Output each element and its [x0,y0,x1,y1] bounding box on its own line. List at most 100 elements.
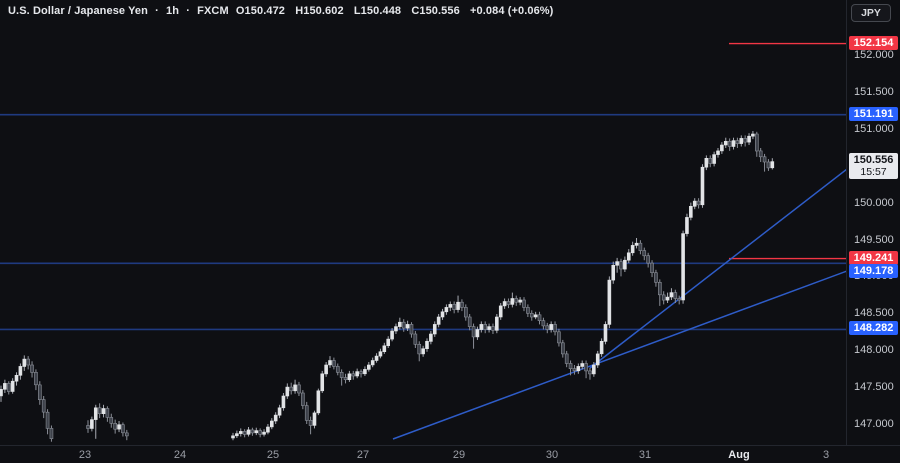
candle-body [405,324,410,329]
separator-dot: · [155,5,159,17]
candle-body [692,200,697,207]
candle-body [650,262,654,274]
candle-body [720,144,724,152]
candle-body [619,261,623,270]
candle-body [487,326,491,330]
candle-body [483,324,488,330]
candle-body [665,296,670,301]
candle-body [448,304,453,308]
candle-body [386,338,391,347]
symbol-currency-label: JPY [861,7,881,19]
candle-body [335,366,340,373]
candle-body [537,314,542,321]
candle-body [467,316,472,327]
candle-body [436,316,441,325]
candle-body [595,353,600,366]
candle-body [6,383,11,392]
candle-body [49,428,54,439]
high-value: H150.602 [295,5,344,17]
trendline[interactable] [392,270,846,440]
level-price-badge: 151.191 [849,106,898,121]
candle-body [522,299,526,308]
candle-body [93,407,98,420]
time-tick-label: 24 [173,449,187,461]
candle-body [758,150,763,158]
candle-body [41,399,46,413]
candle-body [429,333,433,342]
candle-body [491,326,495,331]
candle-body [250,429,255,434]
candle-body [425,340,429,349]
candle-body [45,411,50,429]
candle-body [432,324,437,335]
candle-body [743,138,747,143]
candle-body [642,250,647,257]
candle-body [452,304,456,310]
time-tick-label: 25 [266,449,280,461]
candle-body [685,217,689,234]
candle-body [700,166,705,206]
candle-body [623,259,627,270]
price-tick-label: 151.500 [854,85,894,98]
candle-body [751,133,755,137]
candle-body [254,430,259,434]
separator-dot: · [186,5,191,17]
candle-body [560,342,565,355]
chart-canvas[interactable]: U.S. Dollar / Japanese Yen · 1h · FXCM O… [0,0,846,445]
candle-body [541,320,546,327]
candle-body [557,331,561,344]
bar-countdown: 15:57 [860,165,887,178]
candle-body [90,419,94,429]
candle-body [704,158,709,168]
candle-body [30,364,34,373]
price-tick-label: 148.500 [854,307,894,320]
candle-body [18,366,23,376]
candle-body [105,408,110,418]
time-axis[interactable]: 23 24 25 27 29 30 31 Aug 3 [0,445,900,463]
candle-body [615,261,619,266]
time-tick-label: 30 [545,449,559,461]
change-value: +0.084 (+0.06%) [469,5,554,17]
interval-label[interactable]: 1h [166,5,180,17]
price-axis[interactable]: 152.000151.500151.000150.000149.500149.0… [846,0,900,445]
candle-body [770,161,775,169]
price-tick-label: 152.000 [854,49,894,61]
candle-body [285,386,290,397]
candle-body [355,371,359,377]
trendline[interactable] [589,168,846,369]
candle-body [3,383,7,390]
candlestick-chart[interactable] [0,0,846,445]
candle-body [654,272,658,283]
candle-body [297,384,301,394]
candle-body [529,312,534,318]
candle-body [460,301,464,308]
price-tick-label: 148.000 [854,344,894,357]
candle-body [762,156,767,163]
candle-body [588,370,592,375]
price-tick-label: 147.500 [854,381,894,394]
candle-body [242,431,247,435]
candle-body [471,326,476,338]
candle-body [351,373,356,377]
candle-body [603,324,608,342]
candle-body [363,369,367,375]
candle-body [378,351,383,357]
candle-body [673,292,678,299]
price-tick-label: 150.000 [854,196,894,209]
candle-body [568,363,573,369]
close-value: C150.556 [411,5,460,17]
symbol-currency-button[interactable]: JPY [851,4,891,22]
candle-body [657,281,662,296]
level-price-badge: 148.282 [849,321,898,336]
candle-body [510,298,515,305]
candle-body [479,324,484,330]
candle-body [456,301,460,310]
candle-body [669,292,674,298]
candle-body [22,358,27,367]
time-tick-label: 23 [78,449,92,461]
candle-body [526,307,530,314]
symbol-title[interactable]: U.S. Dollar / Japanese Yen [8,5,148,17]
candle-body [440,311,445,318]
candle-body [533,314,538,318]
price-tick-label: 147.000 [854,418,894,430]
